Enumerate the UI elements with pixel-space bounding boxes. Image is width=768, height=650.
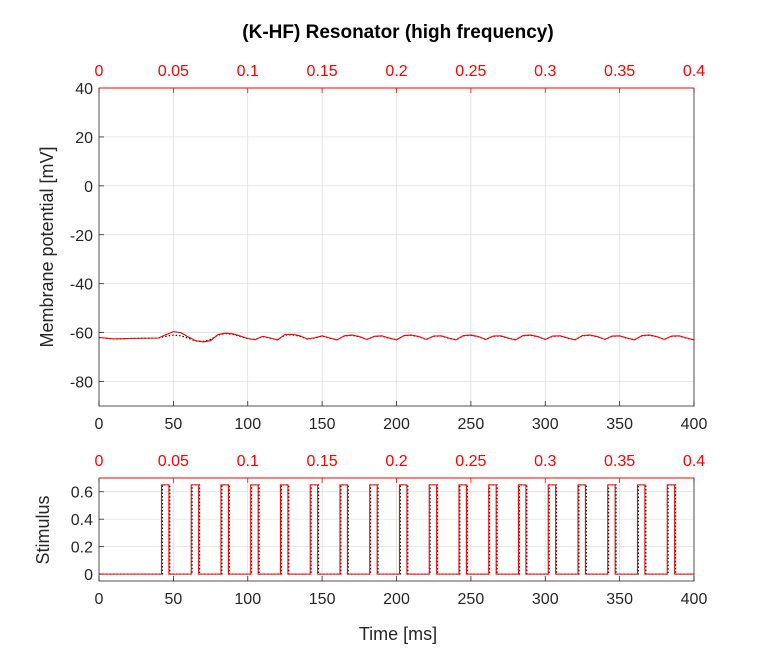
x-tick-label-bottom: 150 (309, 591, 336, 608)
x-tick-label-top: 200 (383, 416, 410, 433)
x-tick-label-top: 100 (234, 416, 261, 433)
y-tick-label-bottom: 0.4 (71, 512, 93, 529)
y-tick-label-top: 0 (84, 179, 93, 196)
series-line-solid (98, 331, 695, 343)
top-tick-label-bottom: 0.35 (604, 453, 635, 470)
top-tick-label-bottom: 0.05 (158, 453, 189, 470)
y-tick-label-top: -20 (70, 228, 93, 245)
top-tick-label-bottom: 0.2 (385, 453, 407, 470)
top-tick-label-top: 0.35 (604, 63, 635, 80)
top-tick-label-top: 0.2 (385, 63, 407, 80)
top-tick-label-top: 0.3 (534, 63, 556, 80)
top-tick-label-bottom: 0.15 (307, 453, 338, 470)
x-tick-label-top: 150 (309, 416, 336, 433)
top-tick-label-top: 0 (95, 63, 104, 80)
series-top (98, 331, 695, 343)
x-tick-label-bottom: 400 (681, 591, 708, 608)
top-tick-label-bottom: 0.4 (683, 453, 705, 470)
y-tick-labels-top: 40 20 0 -20 -40 -60 -80 (70, 81, 93, 392)
y-tick-label-top: 20 (75, 130, 93, 147)
x-tick-label-bottom: 250 (458, 591, 485, 608)
top-tick-labels-bottom: 0 0.05 0.1 0.15 0.2 0.25 0.3 0.35 0.4 (95, 453, 706, 470)
x-tick-label-bottom: 50 (164, 591, 182, 608)
x-tick-label-bottom: 350 (606, 591, 633, 608)
x-tick-labels-top: 0 50 100 150 200 250 300 350 400 (95, 416, 708, 433)
top-tick-label-top: 0.25 (455, 63, 486, 80)
x-tick-label-bottom: 0 (95, 591, 104, 608)
top-tick-label-top: 0.4 (683, 63, 705, 80)
y-tick-label-top: -60 (70, 326, 93, 343)
x-tick-label-bottom: 200 (383, 591, 410, 608)
x-tick-label-top: 350 (606, 416, 633, 433)
y-tick-label-top: 40 (75, 81, 93, 98)
chart-title: (K-HF) Resonator (high frequency) (242, 22, 553, 43)
top-tick-labels-top: 0 0.05 0.1 0.15 0.2 0.25 0.3 0.35 0.4 (95, 63, 706, 80)
top-tick-label-top: 0.1 (237, 63, 259, 80)
x-tick-label-top: 300 (532, 416, 559, 433)
top-tick-label-bottom: 0.3 (534, 453, 556, 470)
x-tick-label-bottom: 100 (234, 591, 261, 608)
top-tick-label-top: 0.05 (158, 63, 189, 80)
y-axis-label-top: Membrane potential [mV] (37, 146, 57, 347)
y-tick-label-top: -80 (70, 375, 93, 392)
series-bottom (99, 484, 694, 575)
y-tick-label-bottom: 0 (84, 567, 93, 584)
top-tick-label-bottom: 0.25 (455, 453, 486, 470)
y-tick-label-bottom: 0.6 (71, 485, 93, 502)
x-tick-label-top: 250 (458, 416, 485, 433)
stimulus-plot: 0 50 100 150 200 250 300 350 400 0.6 0.4 0.2 0 0 0.0… (33, 453, 707, 644)
top-tick-label-bottom: 0.1 (237, 453, 259, 470)
y-tick-label-bottom: 0.2 (71, 540, 93, 557)
y-tick-labels-bottom: 0.6 0.4 0.2 0 (71, 485, 93, 584)
x-axis-label: Time [ms] (359, 624, 437, 644)
stimulus-line-solid (99, 484, 694, 575)
x-tick-label-top: 50 (164, 416, 182, 433)
y-tick-label-top: -40 (70, 277, 93, 294)
membrane-potential-plot: 0 50 100 150 200 250 300 350 400 40200-20-40-60-… (37, 63, 707, 433)
y-axis-label-bottom: Stimulus (33, 495, 53, 564)
top-tick-label-bottom: 0 (95, 453, 104, 470)
x-tick-label-bottom: 300 (532, 591, 559, 608)
x-tick-label-top: 400 (681, 416, 708, 433)
x-tick-label-top: 0 (95, 416, 104, 433)
top-tick-label-top: 0.15 (307, 63, 338, 80)
x-tick-labels-bottom: 0 50 100 150 200 250 300 350 400 (95, 591, 708, 608)
